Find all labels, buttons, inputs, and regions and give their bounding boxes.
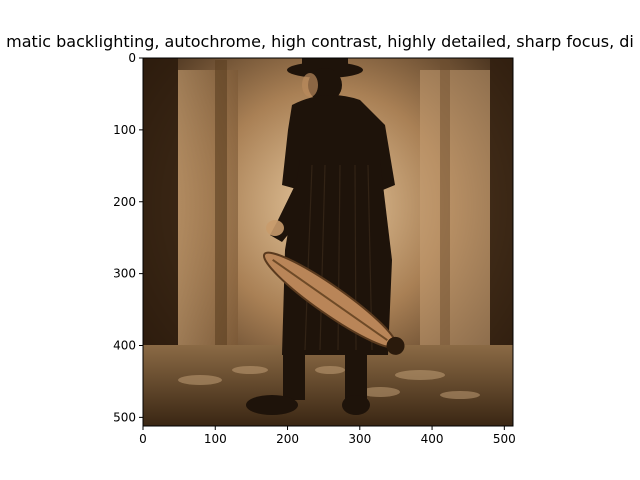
x-axis: 0 100 200 300 400 500: [139, 426, 516, 446]
y-axis: 0 100 200 300 400 500: [113, 51, 143, 424]
y-tick-label: 0: [128, 51, 136, 65]
y-tick-label: 200: [113, 195, 136, 209]
x-tick-label: 200: [276, 432, 299, 446]
chart-title: matic backlighting, autochrome, high con…: [6, 32, 634, 51]
y-tick-label: 500: [113, 410, 136, 424]
x-tick-label: 100: [204, 432, 227, 446]
x-tick-label: 400: [421, 432, 444, 446]
x-tick-label: 300: [348, 432, 371, 446]
y-tick-label: 300: [113, 267, 136, 281]
x-tick-label: 0: [139, 432, 147, 446]
x-tick-label: 500: [493, 432, 516, 446]
axes-frame: [142, 57, 514, 427]
y-tick-label: 100: [113, 123, 136, 137]
photo-image: [143, 58, 513, 426]
y-tick-label: 400: [113, 339, 136, 353]
